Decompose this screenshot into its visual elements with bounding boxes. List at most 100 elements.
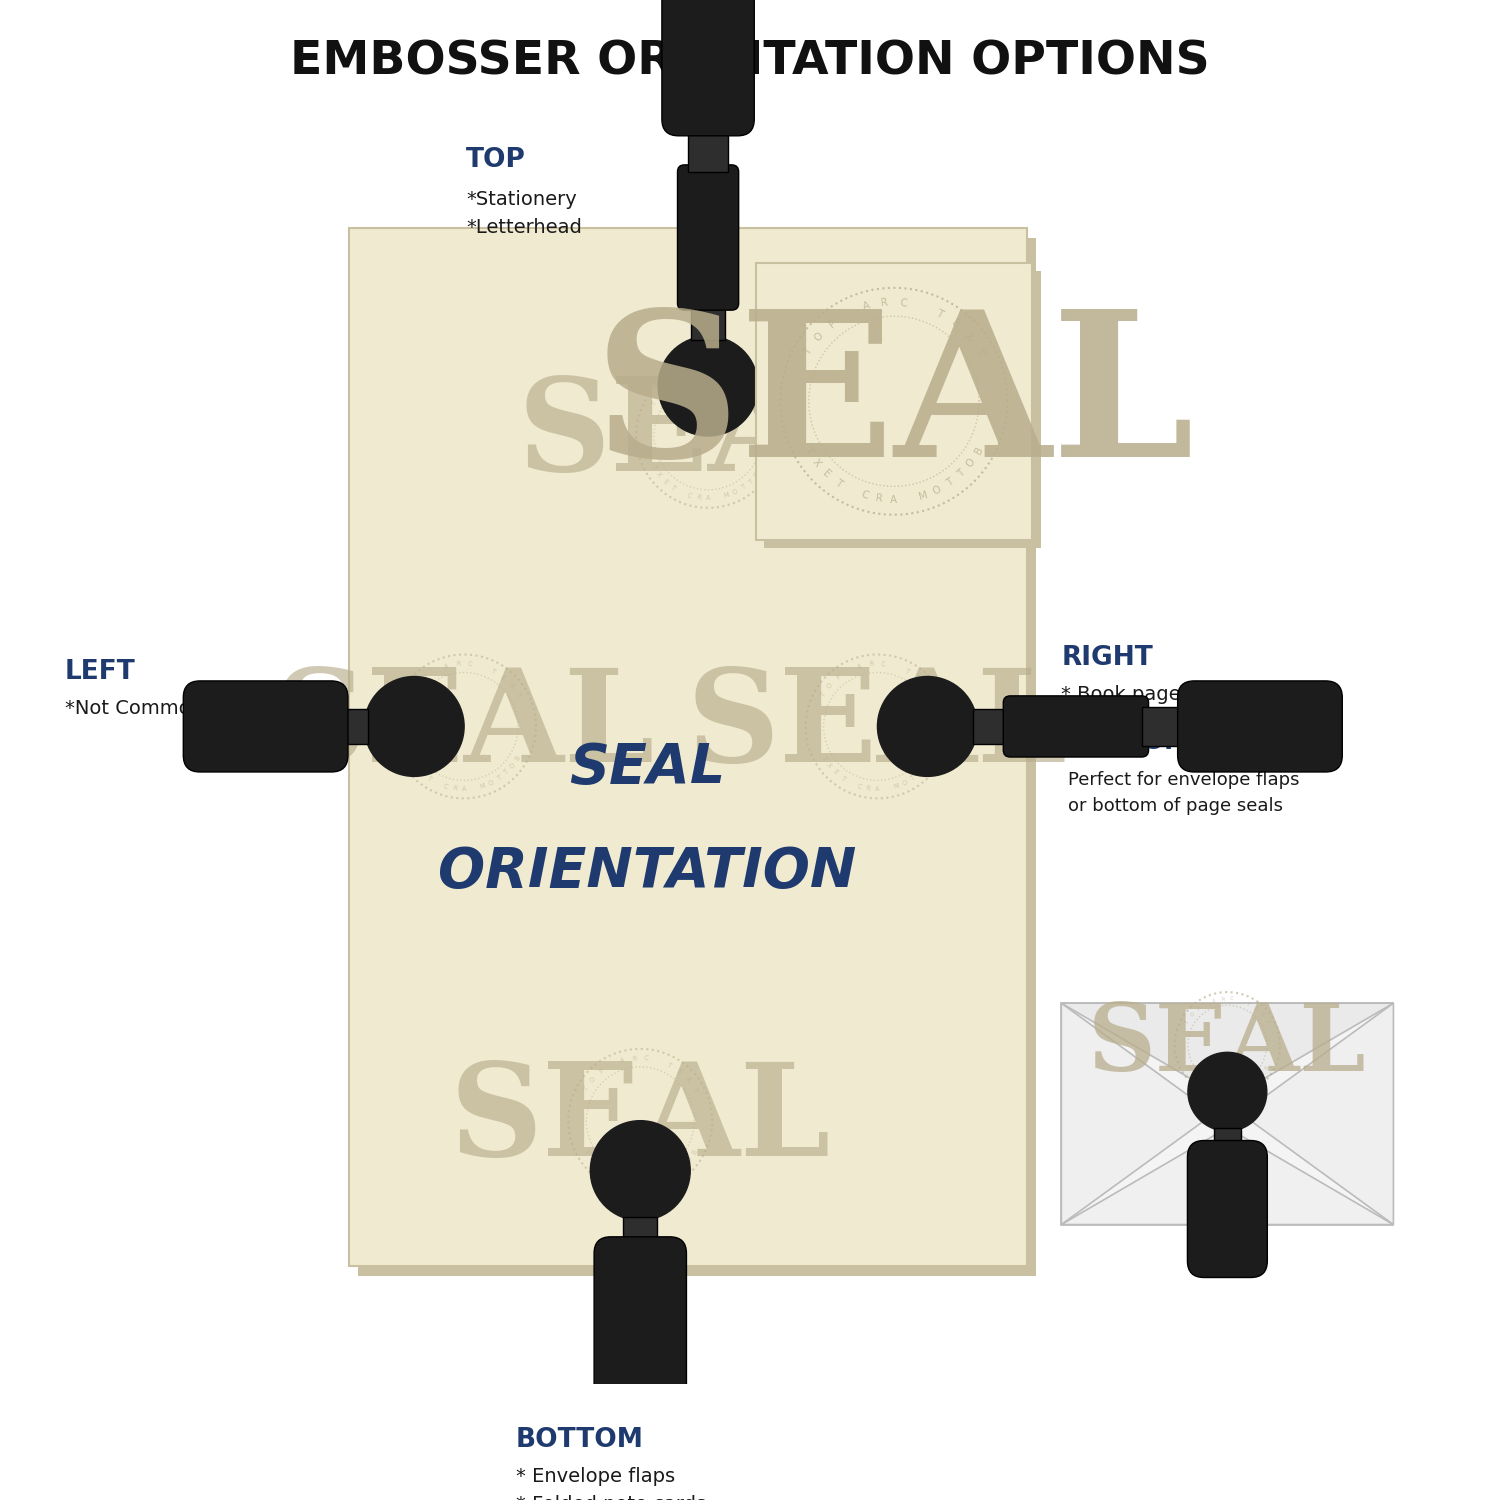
FancyBboxPatch shape — [974, 710, 1010, 744]
Text: SEAL: SEAL — [518, 374, 898, 498]
Text: O: O — [922, 762, 930, 770]
Text: R: R — [699, 370, 705, 376]
Circle shape — [591, 1120, 690, 1221]
Text: M: M — [892, 783, 900, 790]
Text: E: E — [500, 674, 506, 681]
Text: P: P — [1197, 1007, 1202, 1011]
Text: E: E — [831, 768, 839, 776]
Text: T: T — [956, 468, 966, 480]
Text: R: R — [865, 784, 871, 792]
Text: O: O — [753, 471, 760, 478]
Circle shape — [1188, 1053, 1268, 1131]
Text: T: T — [602, 1168, 609, 1176]
FancyBboxPatch shape — [622, 1216, 657, 1254]
Polygon shape — [1240, 1004, 1394, 1224]
Text: X: X — [656, 471, 663, 478]
Text: O: O — [732, 489, 740, 496]
FancyBboxPatch shape — [688, 118, 728, 172]
Text: T: T — [734, 376, 740, 384]
FancyBboxPatch shape — [358, 238, 1036, 1276]
Text: R: R — [628, 1179, 633, 1186]
Text: R: R — [868, 662, 874, 668]
Text: X: X — [921, 682, 928, 688]
Polygon shape — [1062, 1128, 1394, 1224]
Text: T: T — [934, 308, 944, 320]
Text: SEAL: SEAL — [594, 303, 1194, 500]
Text: O: O — [813, 330, 826, 344]
Text: X: X — [507, 682, 515, 688]
Text: B: B — [928, 754, 936, 760]
Text: T: T — [759, 402, 766, 408]
Text: E: E — [675, 1068, 682, 1076]
Text: T: T — [669, 484, 676, 490]
Text: C: C — [1212, 1086, 1216, 1092]
Text: E: E — [1252, 1007, 1258, 1011]
Text: ORIENTATION: ORIENTATION — [438, 844, 856, 898]
Text: Perfect for envelope flaps
or bottom of page seals: Perfect for envelope flaps or bottom of … — [1068, 771, 1300, 814]
FancyBboxPatch shape — [194, 696, 339, 758]
Text: O: O — [1245, 1083, 1250, 1089]
Text: SEAL: SEAL — [1088, 999, 1366, 1089]
FancyBboxPatch shape — [1202, 1150, 1252, 1268]
Text: R: R — [452, 784, 458, 792]
Text: X: X — [1258, 1013, 1264, 1017]
Text: P: P — [422, 674, 429, 681]
Text: P: P — [666, 382, 674, 390]
Text: C: C — [856, 783, 862, 790]
Text: T: T — [839, 774, 846, 782]
Text: T: T — [974, 346, 986, 357]
Text: T: T — [426, 774, 432, 782]
FancyBboxPatch shape — [348, 228, 1026, 1266]
Text: T: T — [582, 1086, 590, 1092]
Text: E: E — [821, 468, 833, 480]
Text: E: E — [744, 382, 750, 390]
Text: T: T — [909, 774, 916, 782]
Text: E: E — [950, 318, 960, 330]
Text: E: E — [1194, 1076, 1198, 1082]
Text: P: P — [598, 1068, 604, 1076]
Text: E: E — [594, 1162, 602, 1170]
Text: C: C — [1230, 996, 1233, 1002]
Text: *Not Common: *Not Common — [64, 699, 203, 718]
Text: C: C — [859, 489, 870, 501]
Text: R: R — [874, 494, 884, 504]
Text: A: A — [444, 663, 450, 670]
FancyBboxPatch shape — [756, 262, 1032, 540]
Text: EMBOSSER ORIENTATION OPTIONS: EMBOSSER ORIENTATION OPTIONS — [290, 40, 1210, 86]
Text: SEAL: SEAL — [568, 741, 724, 795]
Text: TOP: TOP — [466, 147, 526, 172]
Text: O: O — [686, 1156, 693, 1164]
FancyBboxPatch shape — [662, 0, 754, 136]
Text: T: T — [496, 774, 502, 782]
FancyBboxPatch shape — [1188, 1140, 1268, 1278]
Text: T: T — [666, 1062, 672, 1068]
Text: O: O — [1260, 1070, 1266, 1076]
Text: R: R — [632, 1056, 638, 1062]
Text: B: B — [759, 464, 766, 471]
Text: T: T — [1185, 1065, 1191, 1070]
Text: C: C — [711, 370, 717, 376]
Text: T: T — [802, 346, 814, 357]
FancyBboxPatch shape — [609, 1246, 670, 1392]
FancyBboxPatch shape — [692, 303, 724, 340]
Text: T: T — [582, 1149, 590, 1155]
Text: * Book page: * Book page — [1062, 686, 1180, 703]
Circle shape — [658, 336, 758, 436]
Text: A: A — [1226, 1088, 1228, 1094]
Text: T: T — [1185, 1020, 1191, 1025]
FancyBboxPatch shape — [594, 1238, 687, 1401]
Text: X: X — [963, 330, 975, 342]
Text: SEAL: SEAL — [687, 664, 1068, 789]
Text: T: T — [903, 668, 909, 675]
FancyBboxPatch shape — [1004, 696, 1149, 758]
Text: T: T — [833, 477, 843, 489]
Text: SEAL: SEAL — [273, 664, 654, 789]
Text: A: A — [1212, 998, 1216, 1004]
Text: C: C — [880, 662, 886, 668]
Text: R: R — [456, 662, 460, 668]
Text: B: B — [974, 446, 986, 456]
FancyBboxPatch shape — [621, 1254, 660, 1306]
FancyBboxPatch shape — [332, 710, 368, 744]
Text: T: T — [740, 484, 747, 490]
Text: C: C — [644, 1056, 648, 1062]
